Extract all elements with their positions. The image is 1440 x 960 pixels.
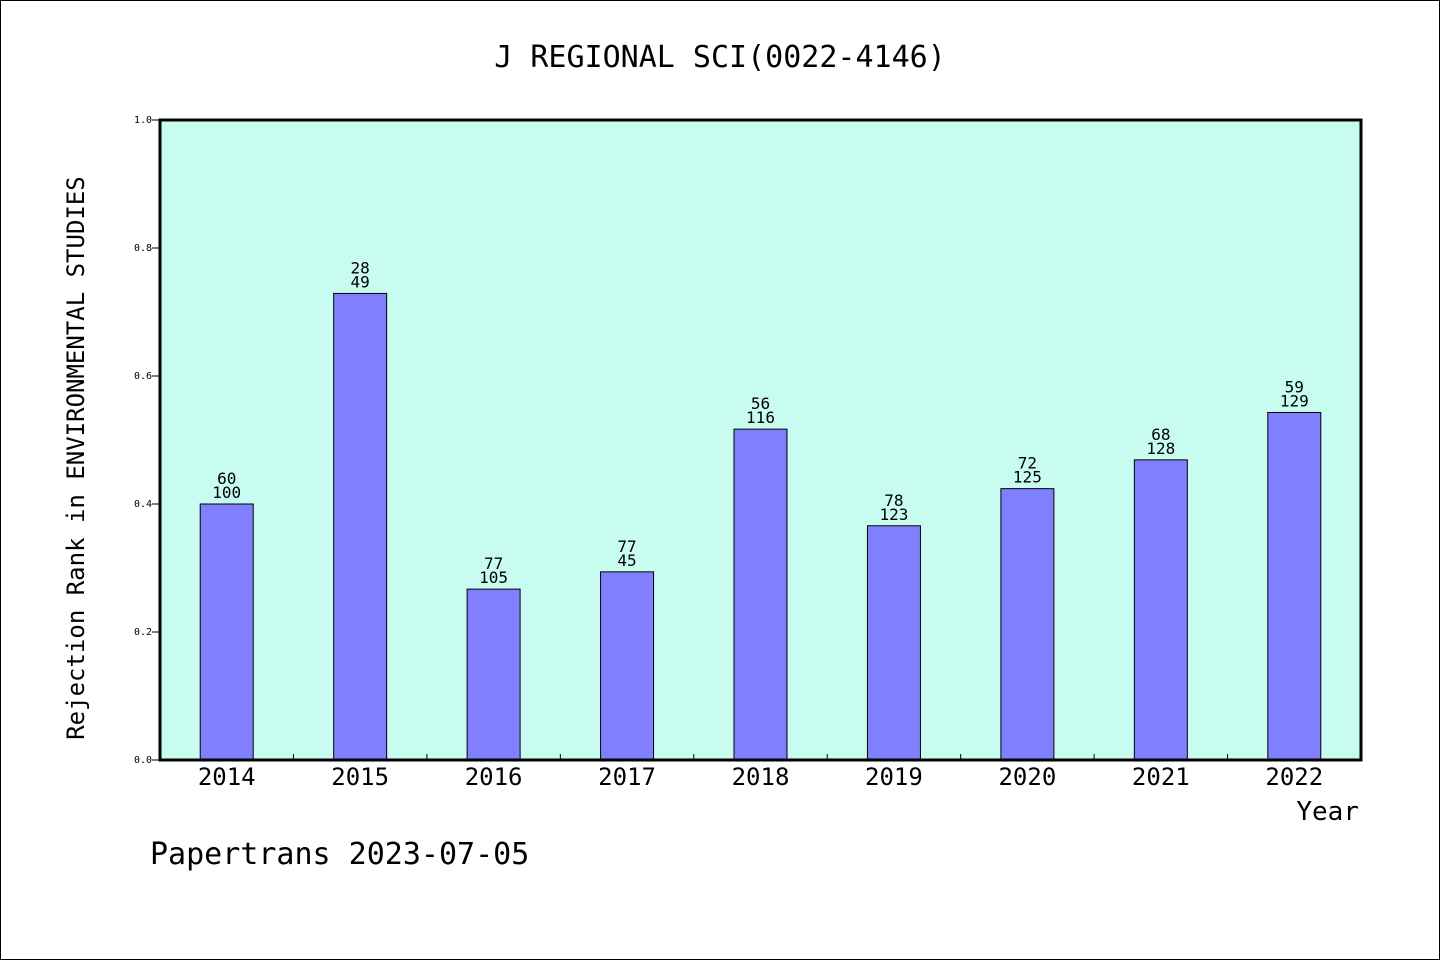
y-tick-label: 0.4 <box>134 499 152 510</box>
x-tick-label: 2017 <box>598 763 656 791</box>
x-tick-label: 2014 <box>198 763 256 791</box>
x-tick-label: 2019 <box>865 763 923 791</box>
x-tick-label: 2018 <box>732 763 790 791</box>
bar-label-top: 72 <box>1018 454 1037 473</box>
bar-label-top: 77 <box>617 537 636 556</box>
x-tick-label: 2015 <box>331 763 389 791</box>
bar-label-bottom: 45 <box>617 551 636 570</box>
x-tick-labels: 2014 2015 2016 2017 2018 2019 2020 2021 2022 <box>198 763 1323 791</box>
y-tick-label: 0.8 <box>134 243 152 254</box>
x-tick-label: 2020 <box>998 763 1056 791</box>
x-tick-label: 2016 <box>465 763 523 791</box>
bar-label-top: 59 <box>1285 377 1304 396</box>
bar-2018 <box>733 428 788 761</box>
bar-2017 <box>600 571 655 761</box>
x-tick-label: 2022 <box>1265 763 1323 791</box>
x-axis-label: Year <box>1296 797 1359 827</box>
y-axis-label: Rejection Rank in ENVIRONMENTAL STUDIES <box>62 176 90 740</box>
bar-2016 <box>466 588 521 761</box>
bar-label-top: 78 <box>884 491 903 510</box>
y-tick-label: 0.6 <box>134 371 152 382</box>
x-tick-label: 2021 <box>1132 763 1190 791</box>
bar-label-top: 68 <box>1151 425 1170 444</box>
bar-label-bottom: 100 <box>212 483 241 502</box>
bar-label-bottom: 116 <box>746 408 775 427</box>
plot-frame <box>158 118 1363 762</box>
bars <box>199 292 1322 761</box>
bar-label-bottom: 128 <box>1146 439 1175 458</box>
bar-2022 <box>1267 411 1322 761</box>
y-tick-label: 1.0 <box>134 115 152 126</box>
bar-label-top: 28 <box>351 258 370 277</box>
bar-label-bottom: 49 <box>351 272 370 291</box>
bar-2021 <box>1133 459 1188 761</box>
bar-2019 <box>866 525 921 761</box>
bar-label-bottom: 123 <box>879 505 908 524</box>
bar-label-bottom: 125 <box>1013 468 1042 487</box>
bar-label-top: 56 <box>751 394 770 413</box>
bar-label-top: 60 <box>217 469 236 488</box>
footer-text: Papertrans 2023-07-05 <box>150 837 529 872</box>
y-tick-label: 0.0 <box>134 755 152 766</box>
bar-labels: 6010028497710577455611678123721256812859… <box>212 258 1308 587</box>
y-tick-label: 0.2 <box>134 627 152 638</box>
bar-2014 <box>199 503 254 761</box>
bar-label-bottom: 129 <box>1280 391 1309 410</box>
bar-2020 <box>1000 488 1055 761</box>
chart-title: J REGIONAL SCI(0022-4146) <box>494 40 946 75</box>
bar-label-bottom: 105 <box>479 568 508 587</box>
bar-label-top: 77 <box>484 554 503 573</box>
bar-2015 <box>333 292 388 761</box>
